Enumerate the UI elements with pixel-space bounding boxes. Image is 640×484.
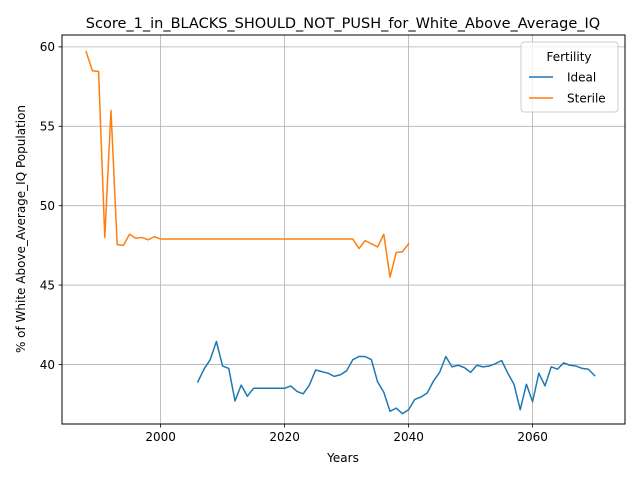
- x-tick-label: 2000: [145, 430, 176, 444]
- y-tick-label: 45: [40, 278, 55, 292]
- series-line-sterile: [85, 50, 410, 278]
- x-tick-label: 2020: [269, 430, 300, 444]
- legend: Fertility Ideal Sterile: [520, 41, 619, 113]
- legend-box: [520, 41, 619, 113]
- y-tick-label: 50: [40, 199, 55, 213]
- series-line-ideal: [196, 340, 596, 415]
- x-axis-label: Years: [326, 451, 359, 465]
- axis-layer: 2000 2020 2040 2060 40 45 50 55 60: [40, 40, 548, 444]
- y-tick-label: 40: [40, 358, 55, 372]
- chart-title: Score_1_in_BLACKS_SHOULD_NOT_PUSH_for_Wh…: [86, 16, 600, 32]
- legend-label-sterile: Sterile: [567, 92, 606, 106]
- legend-label-ideal: Ideal: [567, 71, 596, 85]
- y-tick-label: 55: [40, 120, 55, 134]
- plot-frame: [61, 34, 626, 425]
- series-layer: [85, 50, 596, 415]
- y-axis-label: % of White Above_Average_IQ Population: [14, 105, 28, 353]
- x-tick-label: 2040: [393, 430, 424, 444]
- x-tick-label: 2060: [517, 430, 548, 444]
- legend-title: Fertility: [546, 50, 591, 64]
- y-tick-label: 60: [40, 40, 55, 54]
